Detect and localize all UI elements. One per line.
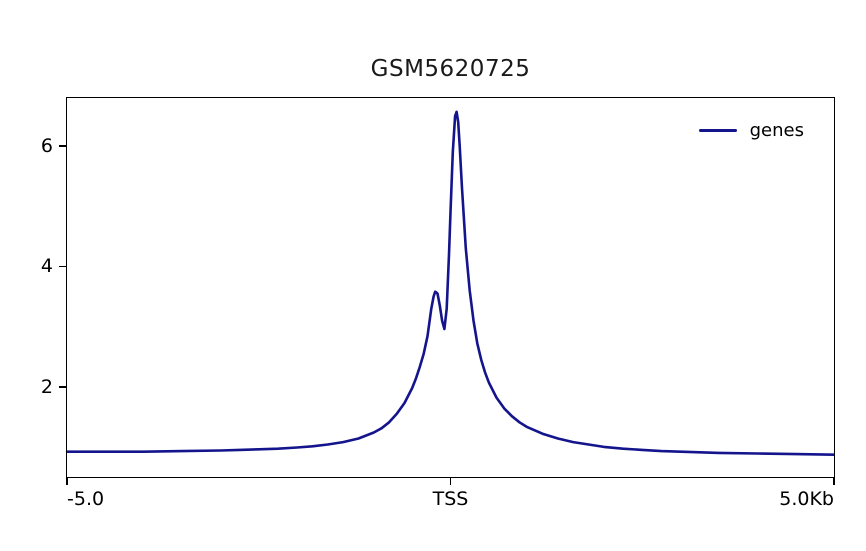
y-tick-label: 2 xyxy=(40,375,53,398)
x-tick-mark xyxy=(66,478,68,485)
y-tick-mark xyxy=(59,145,66,147)
x-tick-mark xyxy=(449,478,452,485)
legend-line-sample-icon xyxy=(698,129,737,132)
y-tick-label: 4 xyxy=(40,255,53,278)
x-tick-mark xyxy=(833,478,835,485)
chart-title: GSM5620725 xyxy=(370,56,531,82)
y-tick-mark xyxy=(59,265,66,268)
x-tick-label: TSS xyxy=(432,488,469,510)
profile-line-chart xyxy=(67,110,834,457)
plot-area: genes xyxy=(66,97,835,478)
y-tick-mark xyxy=(59,385,66,388)
legend: genes xyxy=(698,120,804,141)
y-tick-label: 6 xyxy=(40,135,53,158)
x-tick-label: 5.0Kb xyxy=(779,488,834,510)
legend-label: genes xyxy=(749,120,804,141)
x-tick-label: -5.0 xyxy=(67,488,105,510)
